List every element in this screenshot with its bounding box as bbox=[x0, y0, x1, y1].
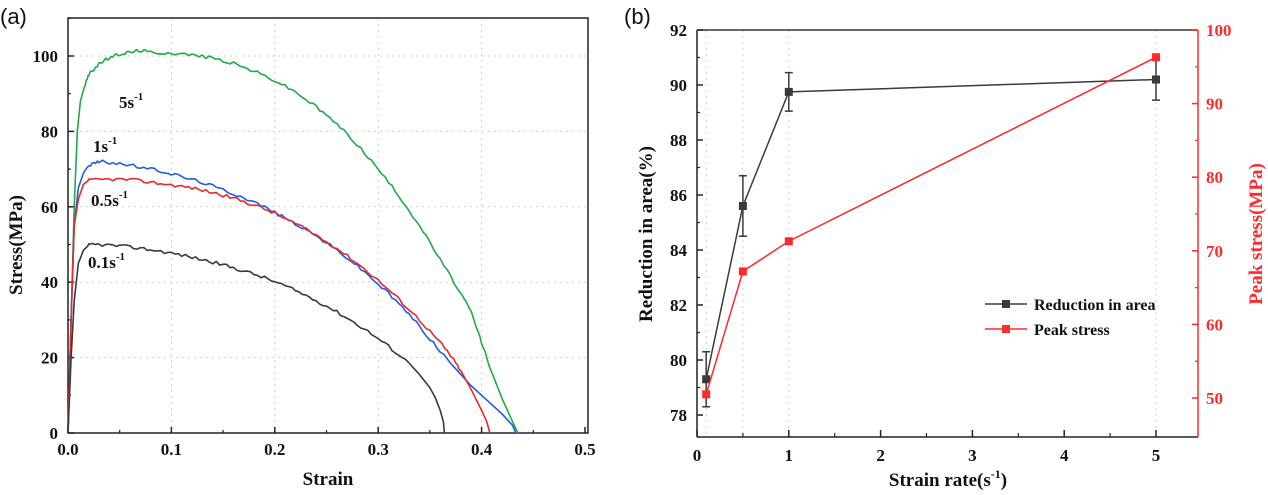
panel-a-y-axis-title: Stress(MPa) bbox=[6, 195, 27, 295]
panel-a-grid bbox=[68, 18, 588, 433]
panel-b-left-y-tick-label: 82 bbox=[670, 296, 687, 315]
panel-b-legend: Reduction in area Peak stress bbox=[985, 297, 1155, 339]
panel-b-right-y-tick-label: 80 bbox=[1206, 168, 1223, 187]
panel-b-left-y-tick-label: 84 bbox=[670, 241, 688, 260]
data-point bbox=[784, 87, 793, 96]
panel-b-label: (b) bbox=[624, 4, 651, 29]
panel-a-y-tick-label: 80 bbox=[41, 122, 58, 141]
panel-b-right-y-tick-label: 60 bbox=[1206, 315, 1223, 334]
series-line bbox=[705, 56, 1157, 395]
panel-a-x-tick-label: 0.0 bbox=[57, 440, 78, 459]
panel-a-series bbox=[67, 48, 519, 434]
data-point bbox=[738, 267, 747, 276]
series-line-05s1 bbox=[67, 177, 491, 434]
panel-a-y-tick-label: 60 bbox=[41, 198, 58, 217]
curve-label-05s1: 0.5s-1 bbox=[91, 189, 128, 210]
panel-a-x-tick-label: 0.5 bbox=[574, 440, 595, 459]
panel-a-frame bbox=[67, 17, 589, 434]
panel-a-y-tick-label: 40 bbox=[41, 273, 58, 292]
panel-a-ticks: 0.0 0.1 0.2 0.3 0.4 0.5 0 20 40 60 80 100 bbox=[33, 17, 596, 459]
panel-b-right-axis-title: Peak stress(MPa) bbox=[1246, 163, 1267, 305]
panel-a-x-tick-label: 0.3 bbox=[368, 440, 389, 459]
panel-b-left-y-tick-label: 86 bbox=[670, 186, 687, 205]
panel-b-x-axis-title: Strain rate(s-1) bbox=[889, 467, 1007, 491]
series-line bbox=[705, 78, 1157, 380]
panel-b-x-tick-label: 2 bbox=[876, 446, 885, 465]
panel-b-x-tick-label: 4 bbox=[1060, 446, 1069, 465]
data-point bbox=[702, 390, 711, 399]
panel-b-left-y-tick-label: 80 bbox=[670, 351, 687, 370]
panel-a-y-tick-label: 0 bbox=[50, 424, 59, 443]
panel-a-label: (a) bbox=[0, 4, 27, 29]
panel-a-y-tick-label: 100 bbox=[33, 47, 59, 66]
data-point bbox=[702, 375, 711, 384]
panel-a-x-axis-title: Strain bbox=[303, 469, 354, 490]
legend-marker-reduction bbox=[1002, 300, 1010, 308]
panel-b-series bbox=[702, 53, 1160, 408]
legend-label-reduction: Reduction in area bbox=[1034, 297, 1155, 314]
curve-label-1s1: 1s-1 bbox=[93, 135, 117, 156]
panel-b-right-y-tick-label: 90 bbox=[1206, 95, 1223, 114]
data-point bbox=[784, 237, 793, 246]
panel-a-x-tick-label: 0.2 bbox=[264, 440, 285, 459]
panel-b-left-y-tick-label: 92 bbox=[670, 21, 687, 40]
panel-b-right-y-tick-label: 50 bbox=[1206, 389, 1223, 408]
panel-b-left-y-tick-label: 88 bbox=[670, 131, 687, 150]
panel-a-annotations: 5s-1 1s-1 0.5s-1 0.1s-1 bbox=[88, 91, 143, 272]
series-line-01s1 bbox=[67, 242, 446, 434]
panel-b-x-tick-label: 5 bbox=[1152, 446, 1161, 465]
panel-b-right-y-tick-label: 100 bbox=[1206, 21, 1232, 40]
series-reduction-in-area bbox=[702, 58, 1160, 408]
panel-b: (b) 0 1 2 3 4 578808284868890925060708090100 … bbox=[624, 4, 1267, 491]
legend-label-peak-stress: Peak stress bbox=[1034, 322, 1110, 339]
panel-b-x-tick-label: 3 bbox=[968, 446, 977, 465]
panel-b-left-y-tick-label: 90 bbox=[670, 76, 687, 95]
panel-b-left-y-tick-label: 78 bbox=[670, 406, 687, 425]
curve-label-01s1: 0.1s-1 bbox=[88, 251, 125, 272]
panel-b-x-tick-label: 1 bbox=[785, 446, 794, 465]
data-point bbox=[1152, 53, 1160, 62]
panel-a: (a) 0.0 0.1 0.2 0.3 0.4 0.5 0 20 40 60 80 100 5s-1 1… bbox=[0, 4, 596, 490]
series-line-1s1 bbox=[67, 159, 517, 434]
panel-b-ticks: 0 1 2 3 4 5 78 80 82 84 86 88 90 92 50 60 70 80 90 100 bbox=[670, 21, 1232, 465]
panel-a-y-tick-label: 20 bbox=[41, 349, 58, 368]
series-line-5s1 bbox=[67, 48, 519, 434]
curve-label-5s1: 5s-1 bbox=[119, 91, 143, 112]
panel-b-left-axis-title: Reduction in area(%) bbox=[636, 146, 657, 322]
panel-b-right-y-tick-label: 70 bbox=[1206, 242, 1223, 261]
data-point bbox=[1152, 75, 1160, 84]
panel-b-x-tick-label: 0 bbox=[693, 446, 702, 465]
panel-a-x-tick-label: 0.4 bbox=[471, 440, 493, 459]
legend-marker-peak-stress bbox=[1002, 325, 1010, 333]
data-point bbox=[738, 202, 747, 210]
series-peak-stress bbox=[702, 53, 1160, 399]
panel-a-x-tick-label: 0.1 bbox=[161, 440, 182, 459]
